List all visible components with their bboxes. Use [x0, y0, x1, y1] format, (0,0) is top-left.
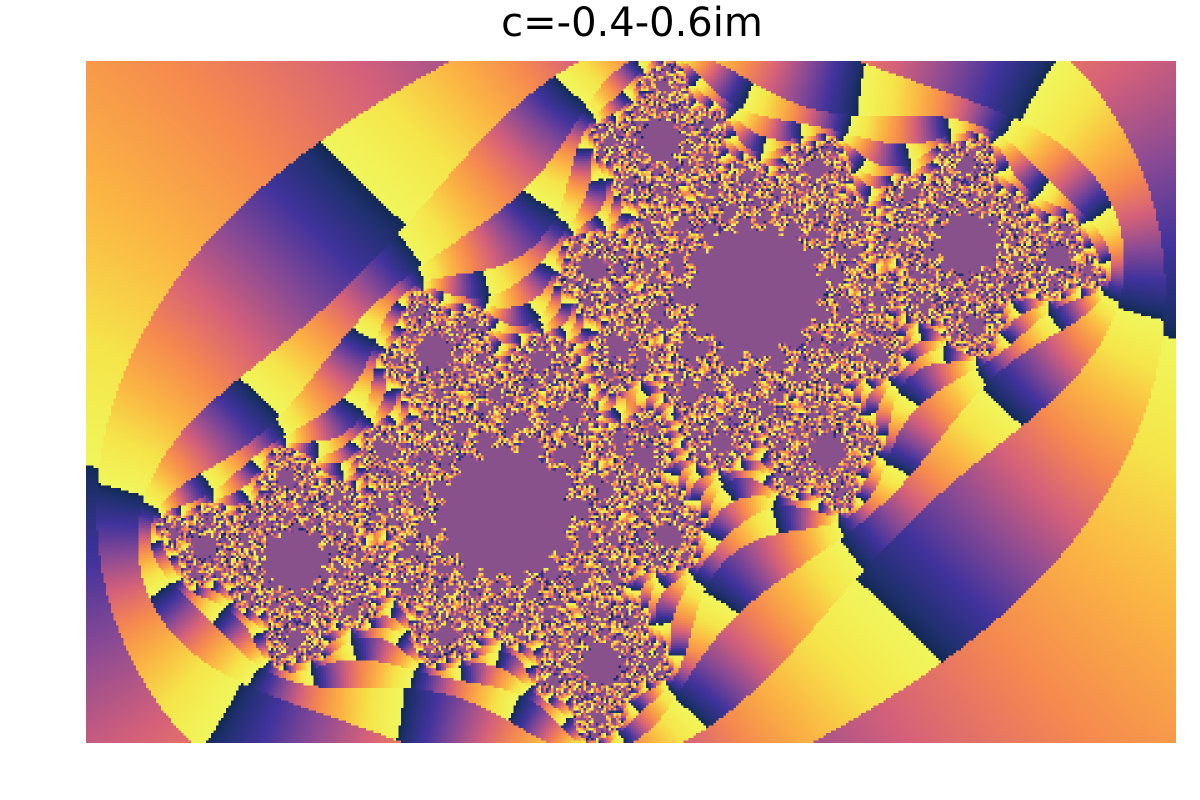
- plot-area: [86, 61, 1176, 743]
- julia-set-image: [86, 61, 1176, 743]
- plot-title: c=-0.4-0.6im: [501, 0, 763, 46]
